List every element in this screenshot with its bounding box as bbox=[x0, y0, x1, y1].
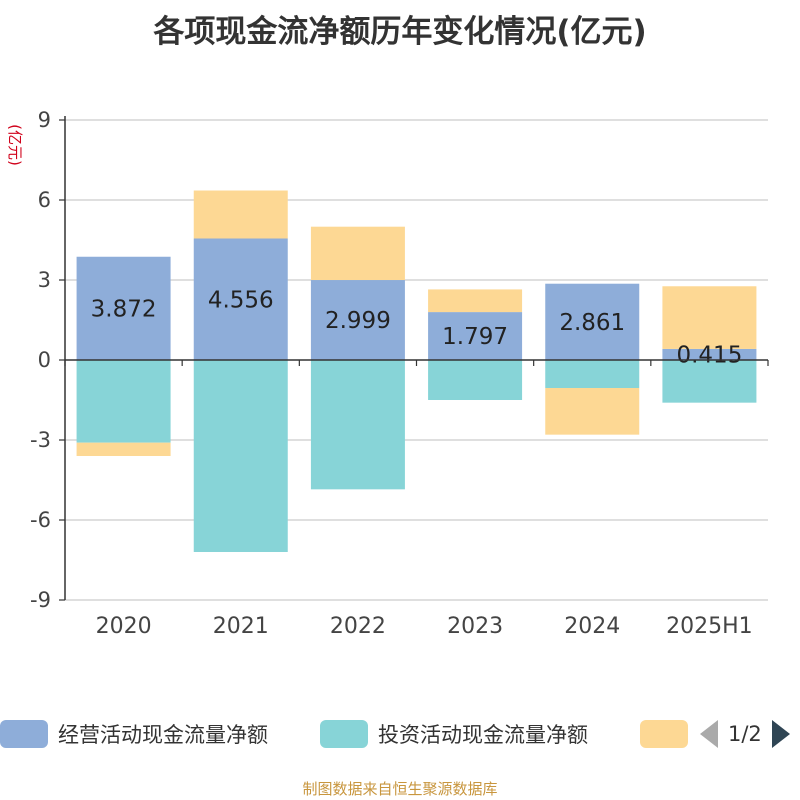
bar-series2-2020 bbox=[76, 442, 171, 456]
bar-chart: -9 -6 -3 0 3 6 9 (亿元) 3.872 4.556 2.999 1.797 2.861 0… bbox=[6, 108, 769, 639]
bar-series2-2023 bbox=[428, 289, 523, 313]
y-tick-label: -3 bbox=[30, 428, 51, 452]
y-tick-label: 9 bbox=[38, 108, 51, 132]
bar-series1-2025H1 bbox=[662, 360, 757, 403]
legend-label-investing: 投资活动现金流量净额 bbox=[378, 723, 588, 747]
bar-series0-2022 bbox=[310, 280, 405, 360]
data-label: 0.415 bbox=[676, 342, 742, 368]
legend-swatch-financing bbox=[640, 720, 688, 748]
bar-series1-2022 bbox=[310, 360, 405, 490]
x-tick-label: 2025H1 bbox=[666, 614, 753, 639]
legend-item-financing[interactable] bbox=[640, 717, 688, 751]
legend-pager: 1/2 bbox=[700, 717, 790, 751]
legend-item-investing[interactable]: 投资活动现金流量净额 bbox=[320, 717, 588, 751]
legend-item-operating[interactable]: 经营活动现金流量净额 bbox=[0, 717, 268, 751]
legend-swatch-operating bbox=[0, 720, 48, 748]
x-tick-label: 2021 bbox=[213, 614, 269, 639]
bar-series0-2023 bbox=[428, 312, 523, 360]
bar-series1-2021 bbox=[193, 360, 288, 552]
chart-title: 各项现金流净额历年变化情况(亿元) bbox=[153, 14, 647, 50]
legend-swatch-investing bbox=[320, 720, 368, 748]
bar-series0-2024 bbox=[545, 283, 640, 360]
bar-series2-2022 bbox=[310, 226, 405, 281]
legend-label-operating: 经营活动现金流量净额 bbox=[58, 723, 268, 747]
y-tick-label: -9 bbox=[30, 588, 51, 612]
x-tick-label: 2023 bbox=[447, 614, 503, 639]
bar-series1-2020 bbox=[76, 360, 171, 443]
bar-series1-2024 bbox=[545, 360, 640, 388]
data-label: 1.797 bbox=[442, 324, 508, 350]
legend-page-indicator: 1/2 bbox=[728, 722, 762, 746]
data-label: 4.556 bbox=[208, 287, 274, 313]
y-tick-label: 6 bbox=[38, 188, 51, 212]
legend-prev-page-icon[interactable] bbox=[700, 720, 718, 748]
bar-series2-2025H1 bbox=[662, 286, 757, 349]
data-label: 2.861 bbox=[559, 310, 625, 336]
bar-series2-2021 bbox=[193, 190, 288, 239]
legend-next-page-icon[interactable] bbox=[771, 720, 790, 748]
x-tick-label: 2024 bbox=[564, 614, 620, 639]
legend: 经营活动现金流量净额 投资活动现金流量净额 1/2 bbox=[0, 717, 800, 753]
bar-series1-2023 bbox=[428, 360, 523, 400]
bar-series0-2021 bbox=[193, 238, 288, 360]
y-tick-label: 3 bbox=[38, 268, 51, 292]
data-label: 2.999 bbox=[325, 308, 391, 334]
x-tick-label: 2020 bbox=[96, 614, 152, 639]
data-label: 3.872 bbox=[91, 296, 157, 322]
bar-series0-2020 bbox=[76, 256, 171, 360]
y-tick-label: 0 bbox=[38, 348, 51, 372]
y-axis-label: (亿元) bbox=[6, 124, 24, 166]
bar-series2-2024 bbox=[545, 388, 640, 435]
data-source-note: 制图数据来自恒生聚源数据库 bbox=[302, 780, 498, 798]
x-tick-label: 2022 bbox=[330, 614, 386, 639]
bar-series0-2025H1 bbox=[662, 348, 757, 360]
y-tick-label: -6 bbox=[30, 508, 51, 532]
